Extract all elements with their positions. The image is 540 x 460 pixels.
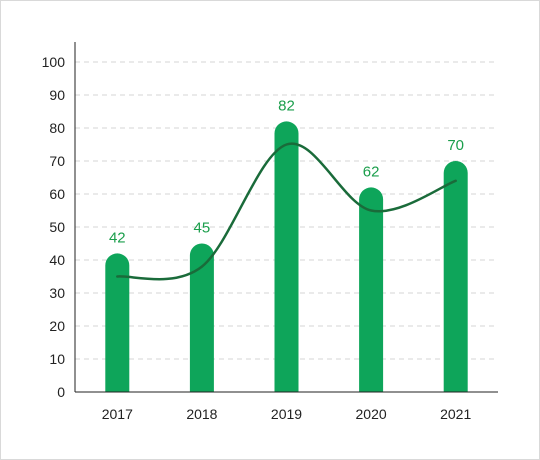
value-label: 62 [363,163,380,180]
y-tick-label: 90 [49,87,65,103]
bar-2021 [443,161,468,392]
labels-layer: 0 10 20 30 40 50 60 70 80 90 100 42 2017 45 2018 82 2019… [42,54,472,422]
y-tick-label: 0 [57,384,65,400]
y-tick-label: 70 [49,153,65,169]
x-tick-label: 2018 [186,406,217,422]
axes-layer [74,42,498,393]
trend-layer [116,142,457,281]
value-label: 70 [447,137,464,154]
trend-line [116,142,457,281]
value-label: 82 [278,97,295,114]
y-tick-label: 30 [49,285,65,301]
y-tick-label: 80 [49,120,65,136]
value-label: 42 [109,229,126,246]
bar-2019 [274,121,299,393]
y-tick-label: 50 [49,219,65,235]
x-tick-label: 2020 [356,406,387,422]
y-tick-label: 20 [49,318,65,334]
y-tick-label: 60 [49,186,65,202]
bar-2020 [359,187,384,392]
y-tick-label: 100 [42,54,66,70]
bars-layer [105,121,468,393]
x-tick-label: 2019 [271,406,302,422]
y-tick-label: 40 [49,252,65,268]
x-tick-label: 2017 [102,406,133,422]
bar-2018 [189,243,214,392]
y-tick-label: 10 [49,351,65,367]
value-label: 45 [194,220,211,237]
bar-2017 [105,253,130,392]
x-tick-label: 2021 [440,406,471,422]
